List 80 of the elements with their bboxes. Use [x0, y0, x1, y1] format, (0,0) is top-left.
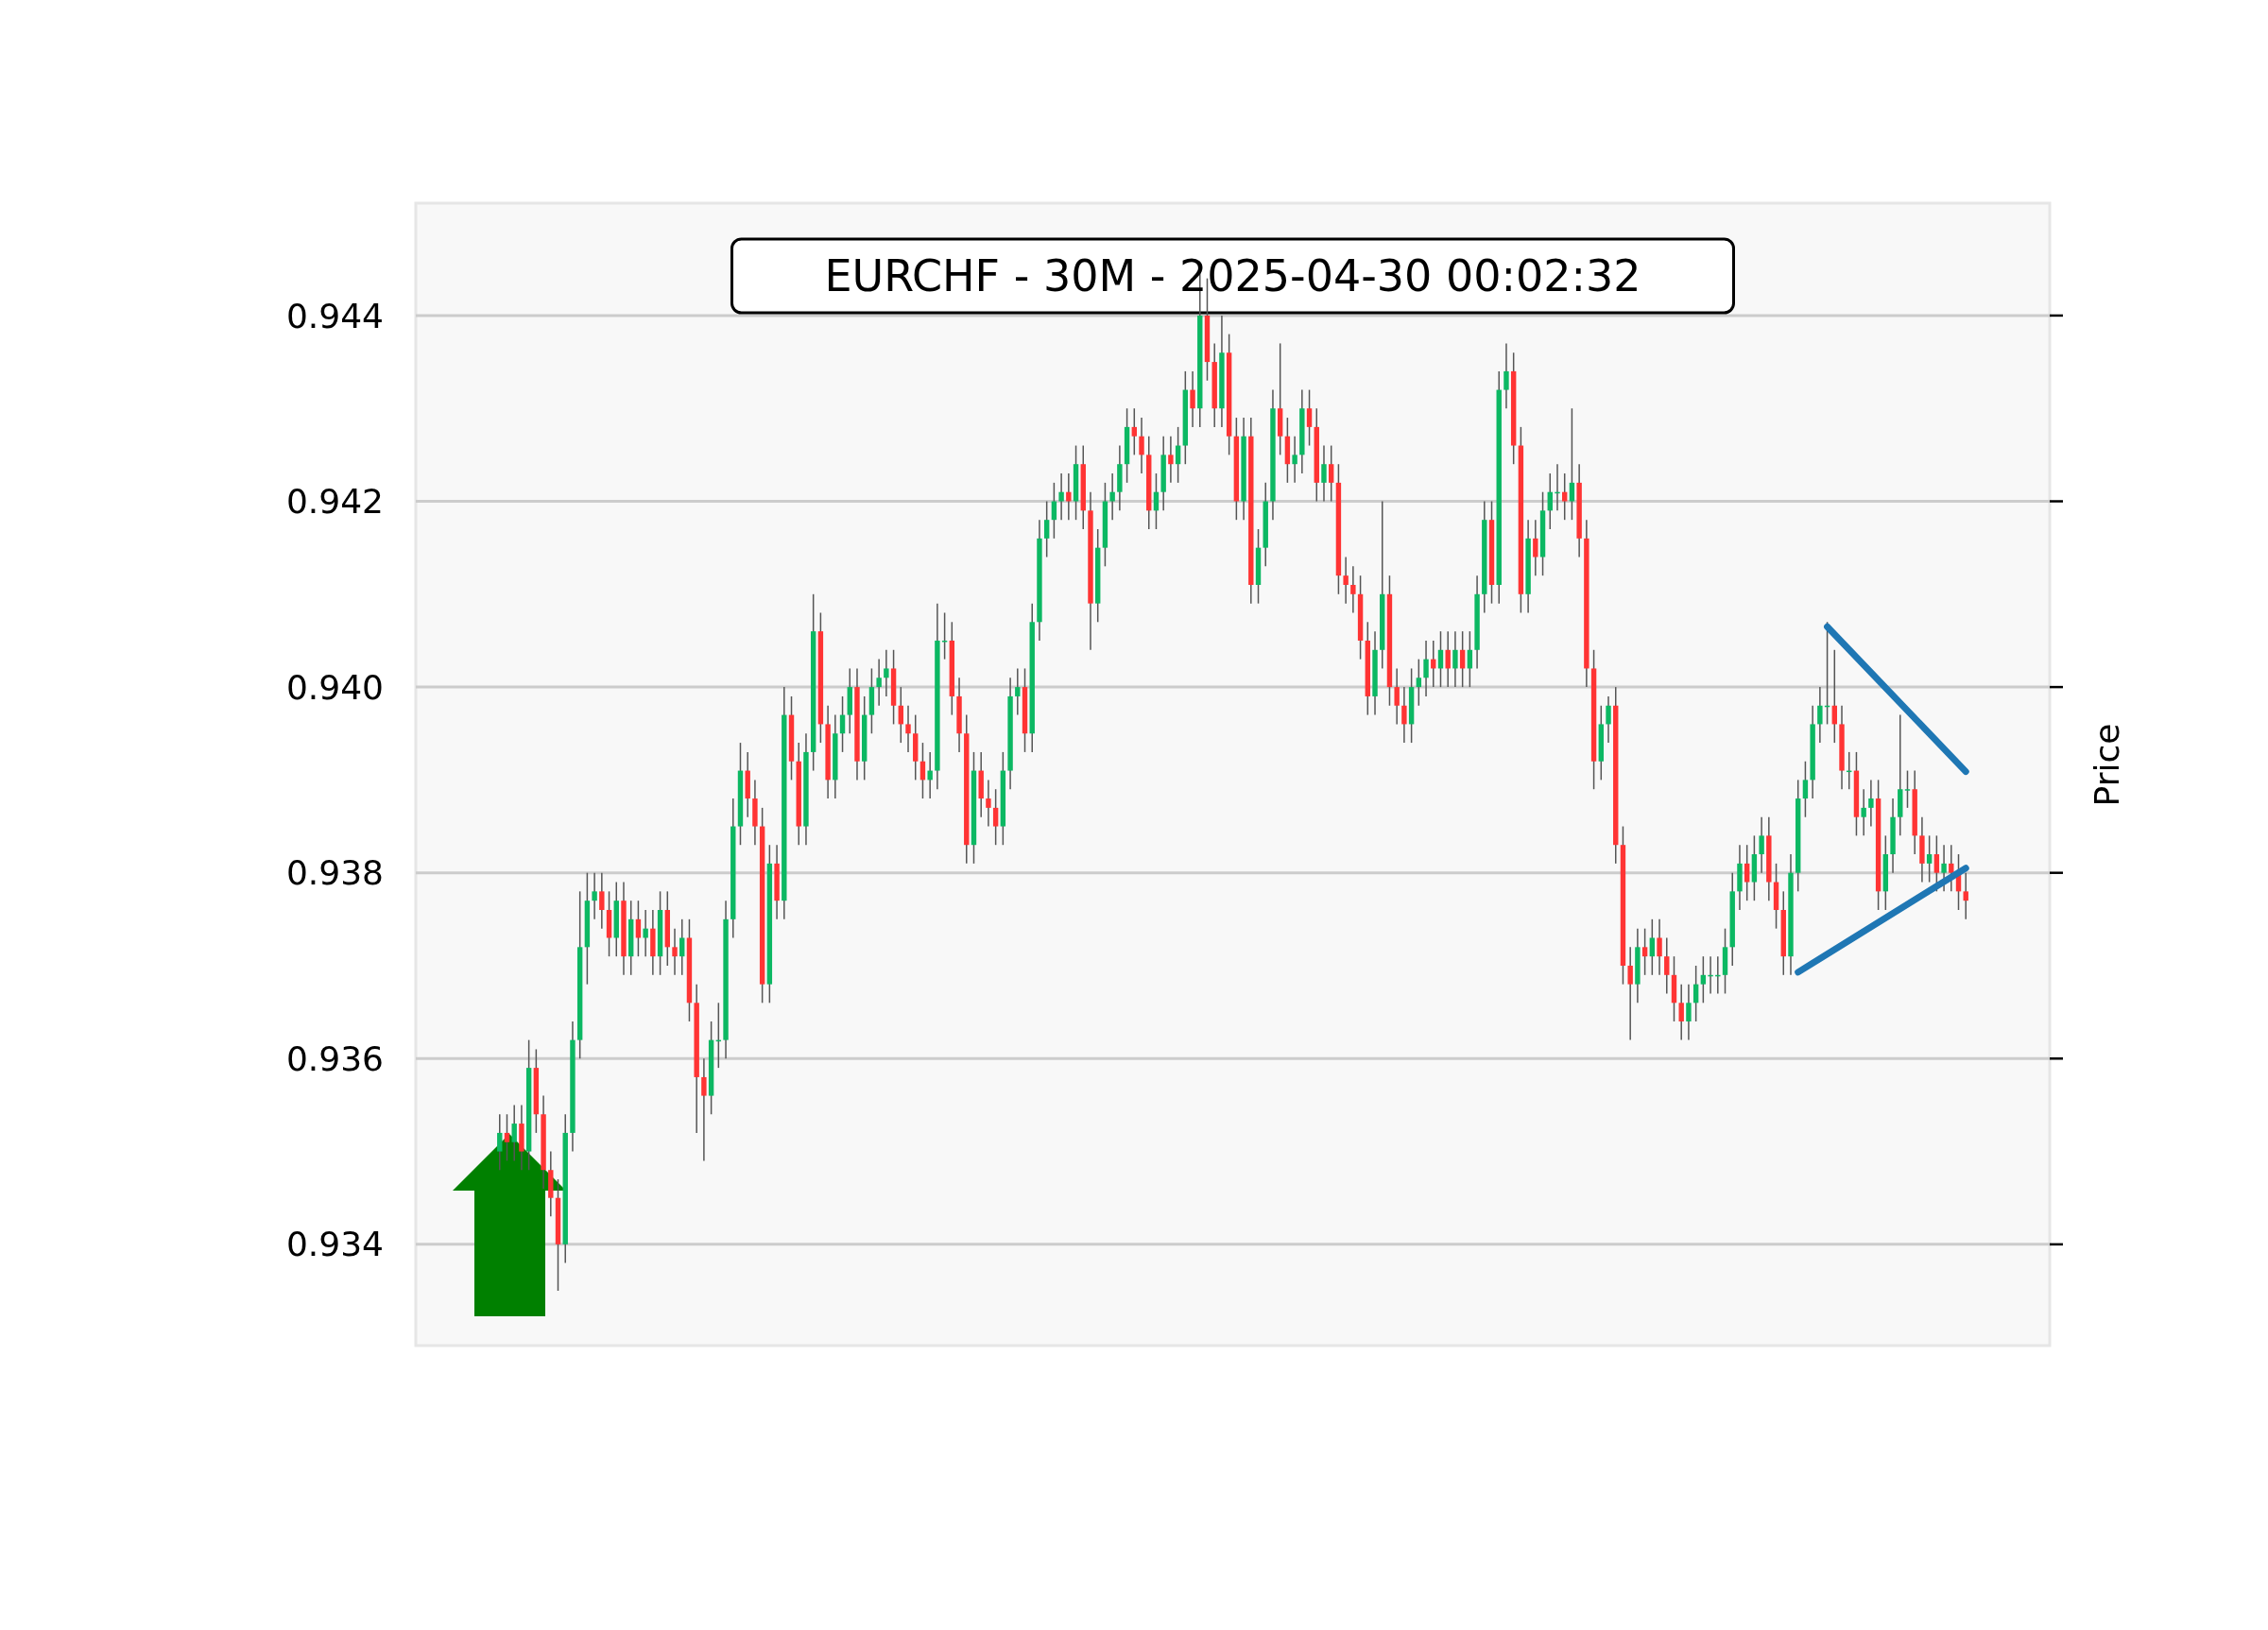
candlestick — [1190, 370, 1195, 428]
candlestick — [1445, 630, 1451, 688]
text: EURCHF - 30M - 2025-04-30 00:02:32 — [824, 250, 1641, 302]
candlestick — [1452, 630, 1458, 688]
y-tick-label: 0.944 — [285, 296, 384, 335]
candlestick — [1043, 500, 1050, 558]
candlestick — [1641, 927, 1648, 976]
candlestick — [1292, 435, 1297, 484]
candlestick — [635, 900, 642, 957]
candlestick — [1350, 565, 1356, 614]
candlestick — [1700, 955, 1707, 1004]
candlestick — [1759, 815, 1764, 874]
candlestick — [1066, 472, 1072, 521]
candlestick — [1657, 918, 1662, 976]
y-tick-label: 0.942 — [285, 482, 384, 522]
candlestick — [1416, 658, 1422, 707]
candlestick — [884, 649, 889, 697]
candlestick — [1933, 834, 1940, 893]
candlestick — [1692, 965, 1699, 1022]
y-axis-title: Price — [2087, 723, 2126, 807]
candlestick — [992, 788, 999, 846]
candlestick — [1139, 417, 1144, 474]
candlestick — [1562, 472, 1568, 521]
candlestick — [876, 658, 882, 707]
candlestick — [927, 751, 933, 799]
candlestick — [497, 1113, 503, 1171]
candlestick — [701, 1057, 707, 1162]
candlestick — [1817, 686, 1823, 744]
candlestick — [1547, 472, 1553, 530]
candlestick — [1175, 426, 1181, 484]
candlestick — [1686, 983, 1692, 1041]
candlestick — [1058, 472, 1064, 521]
candlestick — [1606, 695, 1611, 744]
candlestick — [1321, 444, 1327, 503]
candlestick — [511, 1104, 517, 1162]
candlestick — [672, 927, 678, 976]
candlestick — [504, 1113, 510, 1162]
candlestick — [1868, 779, 1874, 828]
candlestick — [1861, 788, 1866, 837]
candlestick — [1437, 630, 1444, 688]
candlestick — [1664, 936, 1670, 995]
candlestick — [905, 705, 911, 753]
candlestick — [1649, 918, 1656, 976]
candlestick — [1744, 844, 1750, 901]
candlestick — [1153, 472, 1160, 530]
candlestick — [1503, 342, 1509, 409]
candlestick — [1051, 482, 1057, 540]
candlestick — [1926, 834, 1933, 884]
candlestick — [986, 779, 991, 828]
y-tick-label: 0.934 — [285, 1225, 384, 1264]
candlestick — [1569, 407, 1575, 521]
candlestick — [919, 742, 926, 799]
candlestick — [1329, 444, 1334, 503]
candlestick — [1467, 630, 1473, 688]
candlestick — [1131, 407, 1137, 456]
candlestick — [839, 695, 846, 753]
candlestick — [1401, 686, 1407, 744]
candlestick — [1533, 519, 1538, 576]
candlestick — [1963, 871, 1968, 920]
candlestick — [1168, 435, 1174, 484]
candlestick — [898, 686, 903, 744]
candlestick — [1394, 667, 1400, 726]
candlestick — [643, 909, 648, 957]
candlestick — [1459, 630, 1466, 688]
y-tick-label: 0.938 — [285, 853, 384, 893]
candlestick — [679, 918, 685, 976]
y-tick-label: 0.936 — [285, 1038, 384, 1078]
candlestick — [1343, 556, 1349, 605]
candlestick — [1423, 640, 1429, 697]
candlestick — [1015, 667, 1021, 716]
candlestick — [1109, 472, 1115, 521]
y-tick-label: 0.940 — [285, 667, 384, 707]
candlestick — [1802, 760, 1809, 818]
candlestick — [1306, 388, 1313, 447]
candlestick — [1831, 649, 1837, 744]
candlestick — [1627, 946, 1633, 1041]
candlestick — [1904, 769, 1911, 809]
candlestick — [592, 871, 597, 920]
candlestick — [599, 871, 605, 930]
candlestick — [1678, 983, 1684, 1041]
